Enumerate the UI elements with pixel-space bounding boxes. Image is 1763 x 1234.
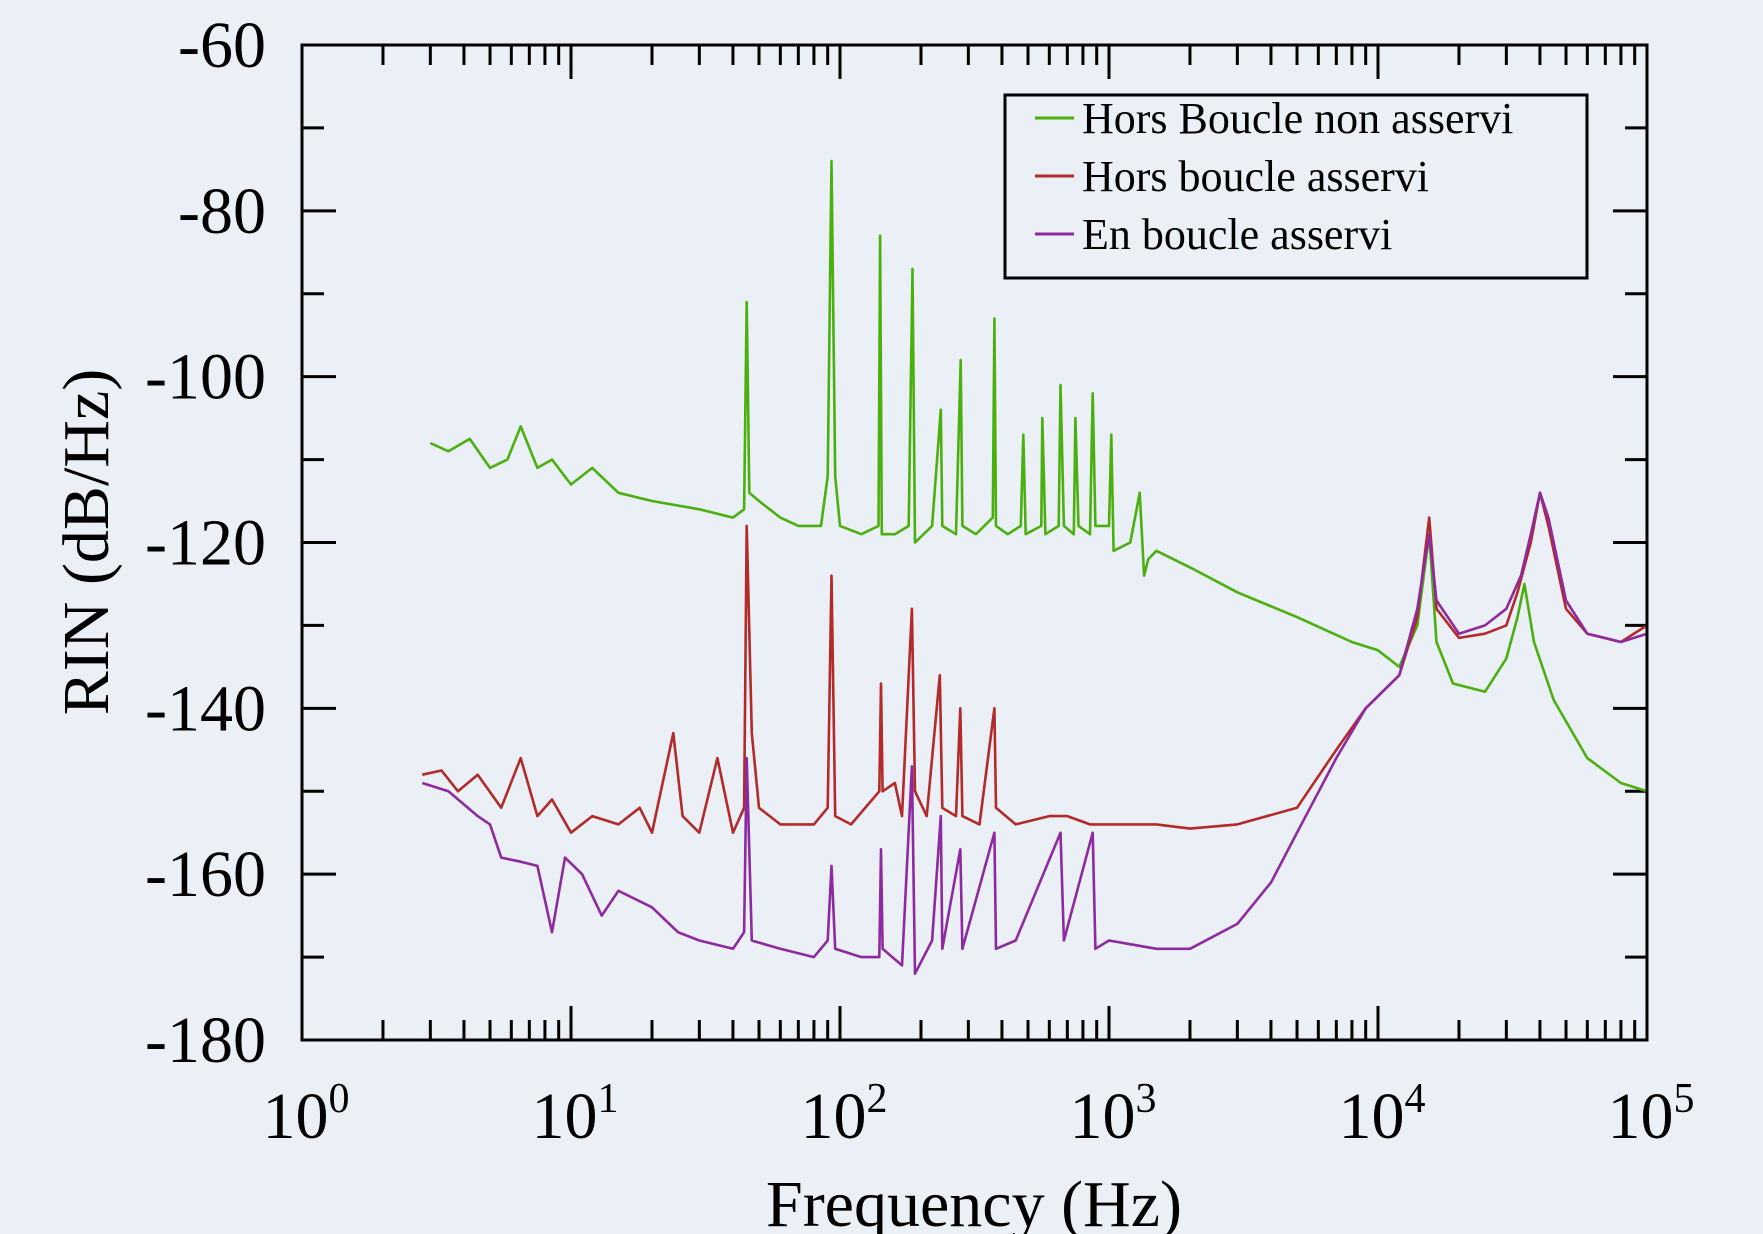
legend: Hors Boucle non asservi Hors boucle asser… [1003,93,1589,280]
y-tick-label: -140 [145,672,266,745]
x-tick-label: 100 [263,1076,350,1153]
x-axis-title: Frequency (Hz) [766,1168,1182,1234]
x-tick-label: 103 [1070,1076,1157,1153]
x-tick-label: 101 [532,1076,619,1153]
series-line-2 [422,491,1647,834]
y-tick-label: -60 [178,9,266,82]
y-tick-label: -180 [145,1004,266,1077]
legend-box [1003,93,1589,280]
legend-entry-label: Hors Boucle non asservi [1082,94,1513,143]
y-tick-label: -160 [145,838,266,911]
x-tick-label: 104 [1339,1076,1426,1153]
x-tick-label: 105 [1608,1076,1695,1153]
y-axis-title: RIN (dB/Hz) [50,369,123,715]
y-axis-ticks: -60 -80 -100 -120 -140 -160 -180 [145,9,1647,1077]
plot-frame [300,43,1649,1042]
x-tick-label: 102 [801,1076,888,1153]
legend-entry-label: En boucle asservi [1082,210,1392,259]
y-tick-label: -120 [145,507,266,580]
y-tick-label: -80 [178,175,266,248]
series-line-3 [421,491,1647,975]
series-layer [421,159,1647,975]
legend-entry-label: Hors boucle asservi [1082,152,1429,201]
x-axis-ticks: 100 101 102 103 104 105 [263,45,1695,1153]
series-line-1 [429,159,1647,793]
y-tick-label: -100 [145,341,266,414]
